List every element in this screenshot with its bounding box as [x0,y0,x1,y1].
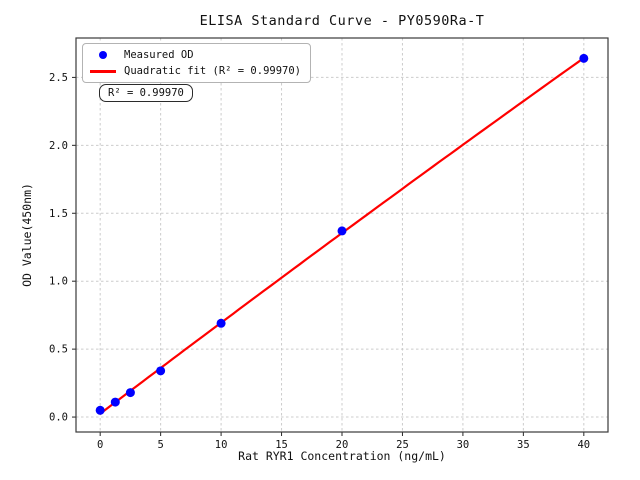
legend-item-label: Quadratic fit (R² = 0.99970) [124,65,302,77]
legend-item-quadratic-fit: Quadratic fit (R² = 0.99970) [88,63,301,79]
legend-handle [88,69,118,73]
y-tick-label: 1.5 [49,208,68,220]
scatter-point [337,226,347,236]
scatter-point [579,53,589,63]
fit-line-marker-icon [90,69,116,73]
y-tick-label: 0.0 [49,412,68,424]
scatter-point [125,388,135,398]
x-tick-label: 20 [336,439,349,451]
scatter-point [156,366,166,376]
legend-item-label: Measured OD [124,49,194,61]
x-tick-label: 35 [517,439,530,451]
x-tick-label: 5 [157,439,163,451]
legend: Measured OD Quadratic fit (R² = 0.99970) [82,43,312,83]
x-tick-label: 10 [215,439,228,451]
y-tick-label: 1.0 [49,276,68,288]
scatter-point [95,405,105,415]
scatter-point [110,397,120,407]
r2-annotation: R² = 0.99970 [99,84,193,102]
legend-item-measured-od: Measured OD [88,47,301,63]
x-axis-label: Rat RYR1 Concentration (ng/mL) [238,449,446,463]
y-tick-label: 2.5 [49,72,68,84]
chart-title: ELISA Standard Curve - PY0590Ra-T [199,13,485,29]
plot-border [75,37,609,433]
x-tick-label: 0 [97,439,103,451]
y-tick-label: 2.0 [49,140,68,152]
x-tick-label: 25 [396,439,409,451]
x-tick-label: 15 [275,439,288,451]
y-tick-label: 0.5 [49,344,68,356]
y-axis-label: OD Value(450nm) [20,183,34,287]
x-tick-label: 30 [457,439,470,451]
scatter-point [216,318,226,328]
scatter-marker-icon [99,51,107,59]
legend-handle [88,51,118,59]
x-tick-label: 40 [577,439,590,451]
